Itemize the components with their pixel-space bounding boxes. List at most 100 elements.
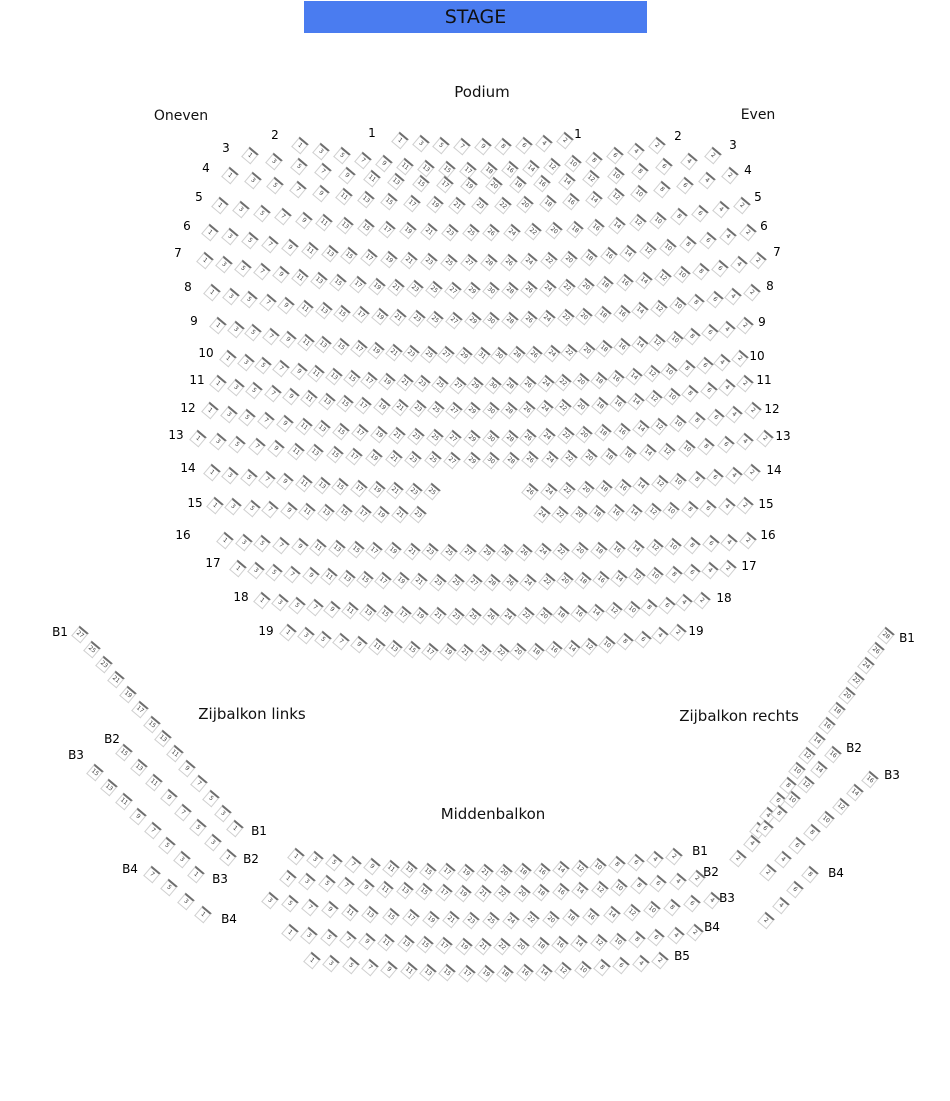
seat[interactable]: 15 (340, 246, 359, 265)
seat[interactable]: 29 (463, 401, 482, 420)
seat[interactable]: 13 (396, 935, 415, 953)
seat[interactable]: 7 (314, 162, 332, 181)
seat[interactable]: 30 (481, 401, 500, 420)
seat[interactable]: 14 (627, 539, 645, 558)
seat[interactable]: 7 (301, 898, 319, 916)
seat[interactable]: 26 (482, 223, 501, 242)
seat[interactable]: 8 (585, 151, 603, 169)
seat[interactable]: 19 (454, 884, 473, 903)
seat[interactable]: 1 (241, 146, 259, 165)
seat[interactable]: 14 (571, 881, 589, 900)
seat[interactable]: 4 (724, 466, 743, 484)
seat[interactable]: 21 (448, 196, 467, 215)
seat[interactable]: 2 (739, 223, 757, 242)
seat[interactable]: 19 (369, 425, 388, 444)
seat[interactable]: 5 (432, 136, 451, 154)
seat[interactable]: 12 (628, 568, 647, 586)
seat[interactable]: 8 (688, 412, 706, 430)
seat[interactable]: 22 (493, 937, 511, 956)
seat[interactable]: 19 (372, 397, 391, 416)
seat[interactable]: 3 (172, 851, 191, 869)
seat[interactable]: 12 (554, 962, 573, 980)
seat[interactable]: 14 (551, 861, 570, 879)
seat[interactable]: 15 (342, 369, 361, 388)
seat[interactable]: 14 (631, 420, 650, 438)
seat[interactable]: 22 (560, 449, 579, 468)
seat[interactable]: 16 (532, 862, 551, 880)
seat[interactable]: 24 (503, 223, 522, 241)
seat[interactable]: 3 (298, 872, 317, 891)
seat[interactable]: 29 (463, 281, 481, 300)
seat[interactable]: 7 (283, 565, 302, 583)
seat[interactable]: 9 (276, 414, 294, 433)
seat[interactable]: 17 (360, 248, 379, 267)
seat[interactable]: 21 (388, 426, 407, 445)
seat[interactable]: 2 (669, 623, 687, 642)
seat[interactable]: 8 (697, 437, 716, 456)
seat[interactable]: 6 (701, 534, 720, 553)
seat[interactable]: 22 (539, 251, 558, 270)
seat[interactable]: 16 (608, 540, 627, 559)
seat[interactable]: 2 (665, 847, 683, 866)
seat[interactable]: 20 (577, 277, 596, 296)
seat[interactable]: 4 (718, 378, 736, 396)
seat[interactable]: 7 (289, 180, 307, 199)
seat[interactable]: 5 (253, 534, 272, 553)
seat[interactable]: 16 (861, 770, 879, 789)
seat[interactable]: 9 (267, 440, 285, 458)
seat[interactable]: 3 (232, 200, 250, 219)
seat[interactable]: 16 (515, 964, 534, 982)
seat[interactable]: 20 (509, 642, 528, 661)
seat[interactable]: 22 (552, 542, 570, 561)
seat[interactable]: 5 (240, 290, 259, 309)
seat[interactable]: 13 (387, 172, 405, 191)
seat[interactable]: 11 (341, 903, 360, 922)
seat[interactable]: 18 (589, 371, 608, 389)
seat[interactable]: 13 (100, 778, 119, 796)
seat[interactable]: 11 (334, 187, 353, 206)
seat[interactable]: 2 (648, 136, 666, 155)
seat[interactable]: 3 (306, 850, 324, 869)
seat[interactable]: 3 (243, 171, 262, 190)
seat[interactable]: 14 (558, 172, 576, 191)
seat[interactable]: 8 (801, 865, 819, 884)
seat[interactable]: 4 (719, 227, 737, 246)
seat[interactable]: 11 (309, 538, 328, 557)
seat[interactable]: 21 (386, 278, 405, 297)
seat[interactable]: 13 (358, 603, 377, 622)
seat[interactable]: 17 (360, 371, 379, 389)
seat[interactable]: 24 (538, 428, 556, 446)
seat[interactable]: 17 (435, 883, 453, 902)
seat[interactable]: 3 (247, 561, 265, 580)
seat[interactable]: 19 (425, 195, 444, 214)
seat[interactable]: 20 (542, 910, 561, 928)
seat[interactable]: 19 (370, 307, 389, 326)
seat[interactable]: 18 (531, 936, 550, 955)
seat[interactable]: 10 (573, 960, 592, 979)
seat[interactable]: 29 (463, 311, 482, 330)
seat[interactable]: 17 (374, 571, 392, 590)
seat[interactable]: 15 (346, 540, 365, 559)
seat[interactable]: 27 (460, 253, 478, 272)
seat[interactable]: 16 (551, 936, 569, 954)
seat[interactable]: 20 (837, 686, 856, 705)
seat[interactable]: 11 (341, 601, 359, 620)
seat[interactable]: 10 (649, 211, 668, 229)
seat[interactable]: 23 (405, 279, 424, 298)
seat[interactable]: 8 (692, 262, 710, 281)
seat[interactable]: 4 (631, 954, 650, 973)
seat[interactable]: 4 (724, 287, 743, 306)
seat[interactable]: 13 (310, 271, 329, 290)
seat[interactable]: 3 (226, 320, 245, 339)
seat[interactable]: 28 (507, 346, 526, 364)
seat[interactable]: 23 (402, 344, 420, 363)
seat[interactable]: 8 (608, 855, 627, 874)
seat[interactable]: 16 (613, 422, 631, 440)
seat[interactable]: 8 (653, 180, 671, 199)
seat[interactable]: 17 (348, 275, 367, 294)
seat[interactable]: 4 (666, 926, 685, 944)
seat[interactable]: 2 (721, 166, 739, 185)
seat[interactable]: 18 (514, 863, 532, 881)
seat[interactable]: 13 (357, 190, 376, 209)
seat[interactable]: 5 (265, 563, 284, 582)
